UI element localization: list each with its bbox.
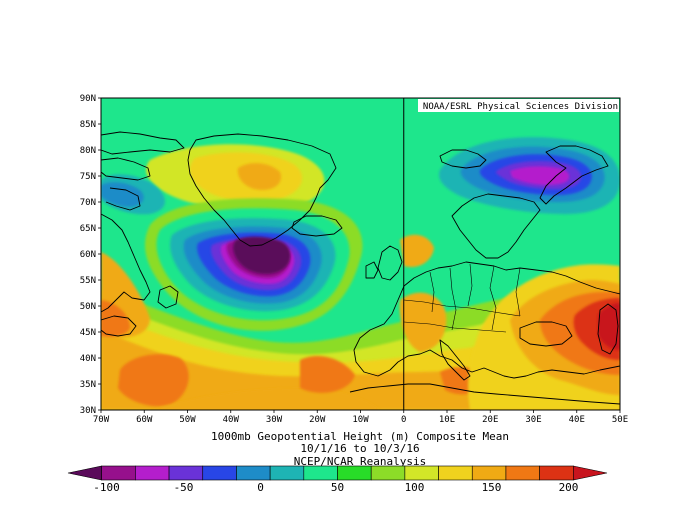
colorbar-swatch bbox=[202, 465, 237, 481]
colorbar-swatch bbox=[135, 465, 170, 481]
map-source: NCEP/NCAR Reanalysis bbox=[294, 455, 426, 468]
longitude-label: 0 bbox=[401, 415, 406, 425]
british-isles-outline bbox=[365, 245, 403, 281]
longitude-label: 70W bbox=[93, 415, 110, 425]
longitude-labels: 70W 60W 50W 40W 30W 20W 10W 0 10E 20E 30E 40E 50E bbox=[93, 410, 628, 425]
map-date-range: 10/1/16 to 10/3/16 bbox=[300, 442, 419, 455]
height-contour-zone bbox=[598, 303, 620, 350]
height-contour-zone bbox=[233, 236, 291, 274]
arctic-islands-outline bbox=[101, 131, 185, 211]
longitude-label: 50W bbox=[179, 415, 196, 425]
scandinavia-outline bbox=[451, 193, 541, 259]
labrador-coast-outline bbox=[101, 213, 151, 313]
newfoundland-outline bbox=[101, 285, 179, 337]
colorbar-tick-label: -100 bbox=[93, 481, 120, 494]
map-title: 1000mb Geopotential Height (m) Composite… bbox=[211, 430, 509, 443]
colorbar-swatch bbox=[337, 465, 372, 481]
north-africa-coast-outline bbox=[349, 383, 620, 405]
height-contour-zone bbox=[150, 388, 380, 410]
height-contour-zone bbox=[510, 166, 570, 185]
height-contour-zone bbox=[237, 163, 282, 190]
colorbar bbox=[67, 465, 608, 481]
caspian-sea-outline bbox=[597, 303, 619, 355]
longitude-label: 10W bbox=[352, 415, 369, 425]
colorbar-tick-label: 0 bbox=[257, 481, 264, 494]
colorbar-swatch bbox=[303, 465, 338, 481]
latitude-label: 90N bbox=[80, 94, 96, 104]
latitude-label: 45N bbox=[80, 328, 96, 338]
latitude-label: 35N bbox=[80, 380, 96, 390]
latitude-label: 70N bbox=[80, 198, 96, 208]
colorbar-tick-label: -50 bbox=[174, 481, 194, 494]
italy-outline bbox=[439, 339, 471, 381]
latitude-labels: 90N 85N 80N 75N 70N 65N 60N 55N 50N 45N 40N 35N 30N bbox=[80, 94, 101, 416]
country-borders bbox=[403, 263, 521, 333]
colorbar-swatch bbox=[539, 465, 574, 481]
latitude-label: 75N bbox=[80, 172, 96, 182]
colorbar-swatch bbox=[101, 465, 136, 481]
latitude-label: 60N bbox=[80, 250, 96, 260]
longitude-label: 40E bbox=[569, 415, 585, 425]
longitude-label: 30E bbox=[525, 415, 541, 425]
colorbar-tick-label: 150 bbox=[482, 481, 502, 494]
latitude-label: 80N bbox=[80, 146, 96, 156]
longitude-label: 20W bbox=[309, 415, 326, 425]
longitude-label: 30W bbox=[266, 415, 283, 425]
latitude-label: 30N bbox=[80, 406, 96, 416]
coastline-outlines bbox=[101, 131, 620, 405]
europe-coast-outline bbox=[353, 261, 620, 379]
colorbar-ticks: -100 -50 0 50 100 150 200 bbox=[93, 481, 578, 494]
credit-box: NOAA/ESRL Physical Sciences Division bbox=[418, 99, 619, 112]
svalbard-outline bbox=[439, 149, 487, 169]
map-panel bbox=[101, 98, 620, 410]
greenland-outline bbox=[187, 133, 337, 247]
colorbar-swatch bbox=[67, 465, 102, 481]
latitude-label: 50N bbox=[80, 302, 96, 312]
latitude-label: 65N bbox=[80, 224, 96, 234]
black-sea-outline bbox=[519, 321, 573, 347]
colorbar-swatch bbox=[471, 465, 507, 481]
colorbar-swatch bbox=[236, 465, 271, 481]
iceland-outline bbox=[291, 215, 343, 237]
latitude-label: 55N bbox=[80, 276, 96, 286]
colorbar-tick-label: 100 bbox=[405, 481, 425, 494]
latitude-label: 85N bbox=[80, 120, 96, 130]
longitude-label: 60W bbox=[136, 415, 153, 425]
colorbar-swatch bbox=[438, 465, 473, 481]
latitude-label: 40N bbox=[80, 354, 96, 364]
colorbar-swatch bbox=[168, 465, 204, 481]
colorbar-swatch bbox=[404, 465, 439, 481]
height-contour-zone bbox=[400, 234, 434, 268]
height-contour-zone bbox=[300, 355, 355, 393]
colorbar-swatch bbox=[573, 465, 608, 481]
longitude-label: 20E bbox=[482, 415, 498, 425]
longitude-label: 40W bbox=[223, 415, 240, 425]
colorbar-tick-label: 200 bbox=[559, 481, 579, 494]
longitude-label: 10E bbox=[439, 415, 455, 425]
height-contour-zone bbox=[101, 300, 130, 337]
colorbar-swatch bbox=[505, 465, 540, 481]
novaya-zemlya-outline bbox=[539, 145, 609, 205]
colorbar-swatch bbox=[370, 465, 406, 481]
credit-label: NOAA/ESRL Physical Sciences Division bbox=[423, 102, 618, 112]
longitude-label: 50E bbox=[612, 415, 628, 425]
height-contour-zone bbox=[399, 292, 447, 352]
height-contour-zone bbox=[118, 354, 189, 407]
colorbar-tick-label: 50 bbox=[331, 481, 344, 494]
colorbar-swatch bbox=[269, 465, 305, 481]
